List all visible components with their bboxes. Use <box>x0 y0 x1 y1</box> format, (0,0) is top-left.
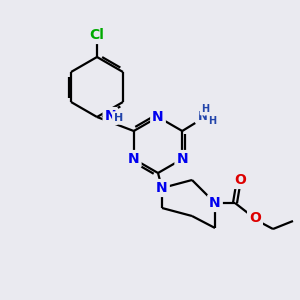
Text: H: H <box>114 113 123 123</box>
Text: N: N <box>176 152 188 166</box>
Text: N: N <box>198 110 208 124</box>
Text: N: N <box>152 110 164 124</box>
Text: N: N <box>128 152 140 166</box>
Text: O: O <box>249 211 261 225</box>
Text: Cl: Cl <box>90 28 104 42</box>
Text: O: O <box>234 173 246 187</box>
Text: N: N <box>156 181 168 195</box>
Text: N: N <box>209 196 221 210</box>
Text: N: N <box>105 109 116 123</box>
Text: H: H <box>208 116 216 126</box>
Text: H: H <box>201 104 209 114</box>
